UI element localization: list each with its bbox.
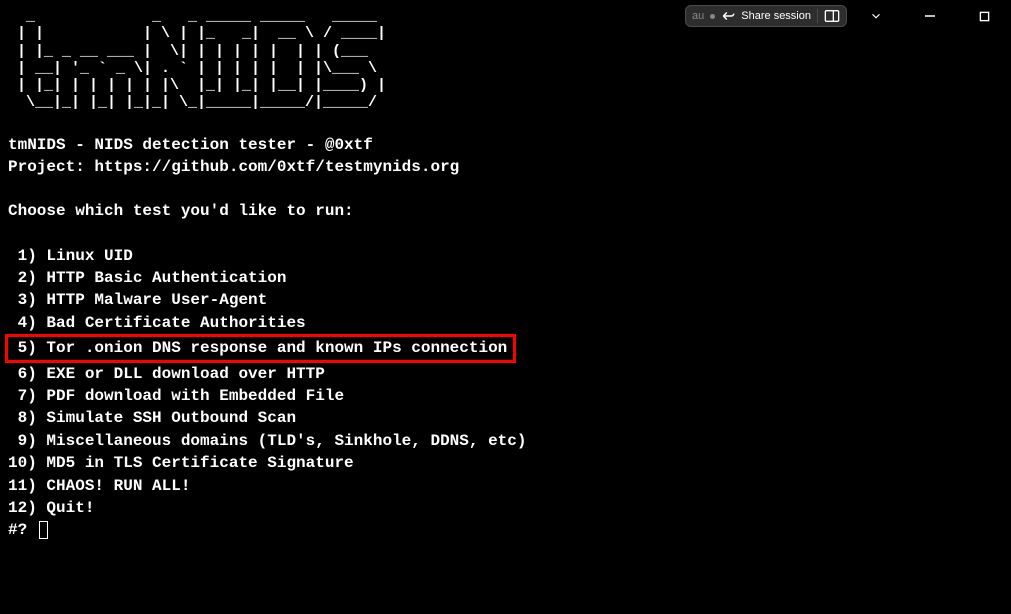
cursor	[39, 521, 48, 539]
blank-line	[8, 178, 1003, 200]
header-line-1: tmNIDS - NIDS detection tester - @0xtf	[8, 134, 1003, 156]
menu-item-8: 8) Simulate SSH Outbound Scan	[8, 407, 1003, 429]
chevron-down-icon[interactable]	[859, 4, 893, 28]
blank-line	[8, 223, 1003, 245]
menu-item-11: 11) CHAOS! RUN ALL!	[8, 475, 1003, 497]
menu-item-9: 9) Miscellaneous domains (TLD's, Sinkhol…	[8, 430, 1003, 452]
menu-item-7: 7) PDF download with Embedded File	[8, 385, 1003, 407]
input-prompt-line[interactable]: #?	[8, 519, 1003, 541]
header-line-2: Project: https://github.com/0xtf/testmyn…	[8, 156, 1003, 178]
separator-dot	[710, 14, 715, 19]
menu-item-3: 3) HTTP Malware User-Agent	[8, 289, 1003, 311]
menu-item-2: 2) HTTP Basic Authentication	[8, 267, 1003, 289]
highlighted-menu-item: 5) Tor .onion DNS response and known IPs…	[5, 334, 516, 362]
window-controls	[859, 4, 1001, 28]
share-session-button[interactable]: Share session	[741, 10, 811, 22]
terminal-output: _ _ _ _____ _____ _____ | | | \ | |_ _| …	[0, 0, 1011, 550]
share-icon[interactable]	[721, 9, 735, 23]
window-toolbar: au Share session	[685, 4, 1001, 28]
blank-line	[8, 112, 1003, 134]
input-prompt: #?	[8, 521, 37, 539]
menu-item-10: 10) MD5 in TLS Certificate Signature	[8, 452, 1003, 474]
prompt-title: Choose which test you'd like to run:	[8, 200, 1003, 222]
menu-item-12: 12) Quit!	[8, 497, 1003, 519]
maximize-button[interactable]	[967, 4, 1001, 28]
menu-list: 1) Linux UID 2) HTTP Basic Authenticatio…	[8, 245, 1003, 520]
menu-item-5: 5) Tor .onion DNS response and known IPs…	[8, 334, 1003, 362]
au-label: au	[692, 10, 704, 22]
toolbar-group: au Share session	[685, 5, 847, 27]
menu-item-6: 6) EXE or DLL download over HTTP	[8, 363, 1003, 385]
menu-item-1: 1) Linux UID	[8, 245, 1003, 267]
menu-item-4: 4) Bad Certificate Authorities	[8, 312, 1003, 334]
minimize-button[interactable]	[913, 4, 947, 28]
panel-icon[interactable]	[817, 9, 840, 23]
